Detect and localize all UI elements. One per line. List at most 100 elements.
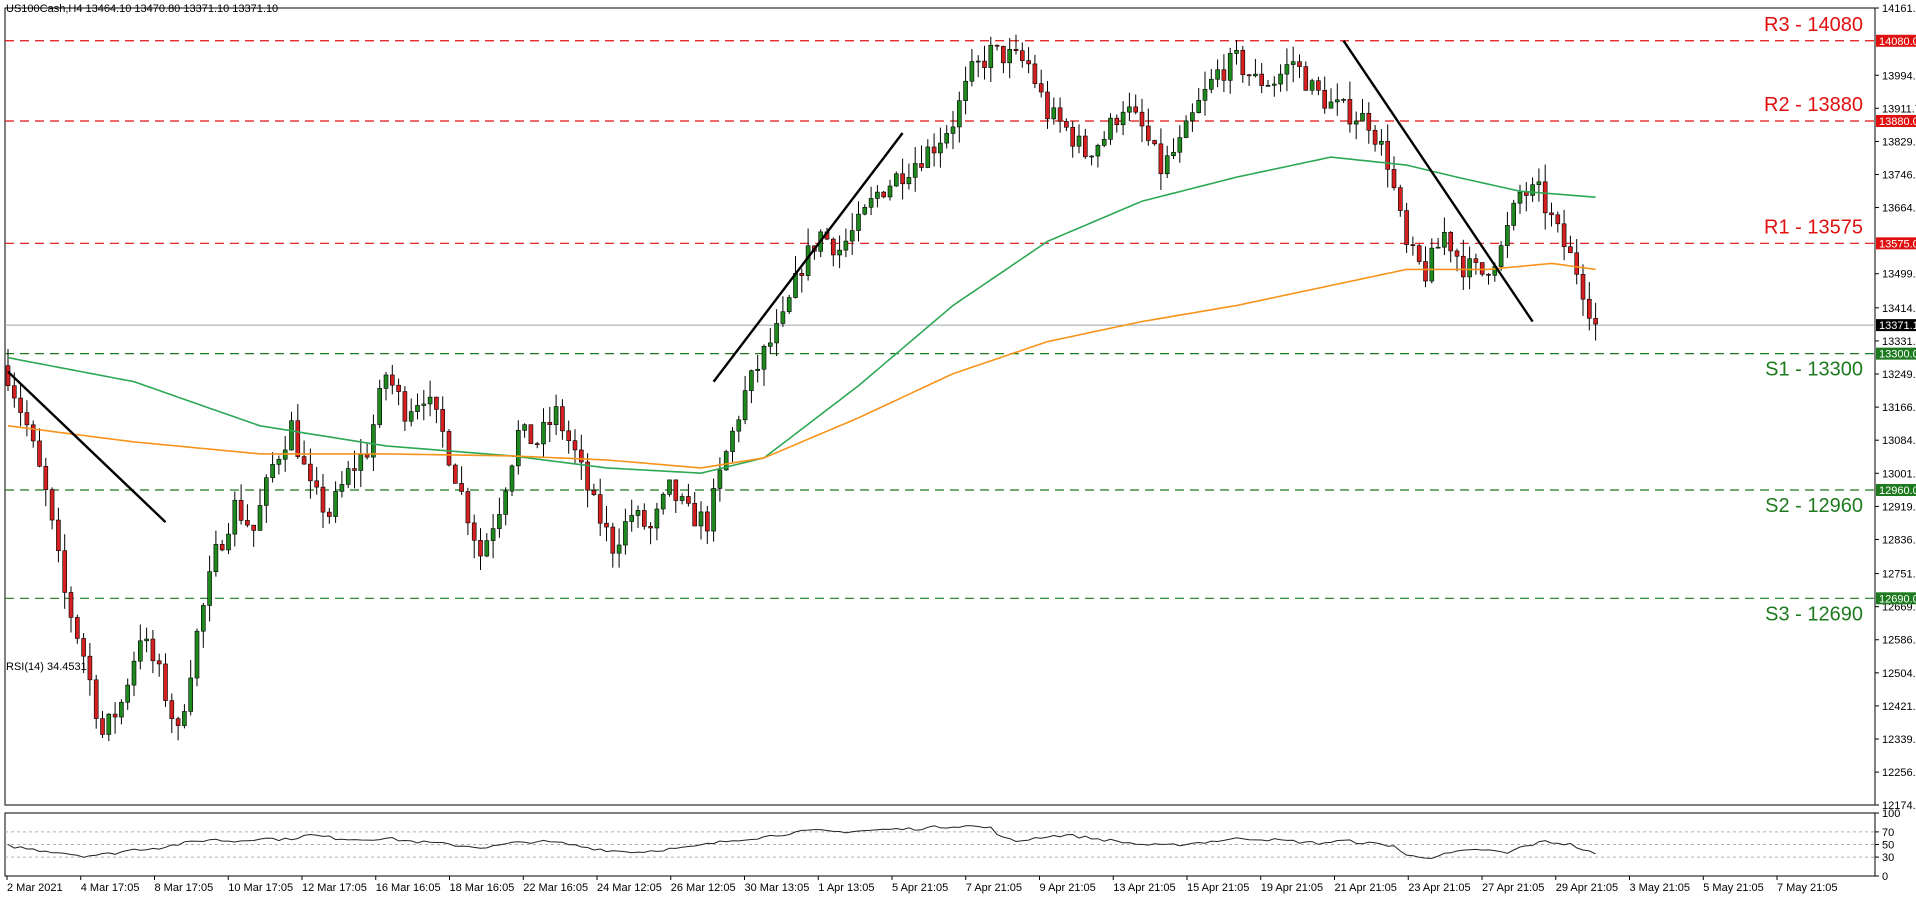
candle-body: [377, 388, 383, 425]
candle-body: [1467, 258, 1472, 278]
candle-body: [1038, 83, 1044, 93]
candle-body: [931, 146, 937, 154]
candle-body: [131, 660, 137, 686]
candle-body: [182, 711, 187, 726]
y-tick-label: 12751.70: [1882, 569, 1916, 581]
candle-body: [1127, 106, 1132, 113]
y-tick-label: 12174.70: [1882, 800, 1916, 812]
candle-body: [320, 486, 326, 513]
level-price-tag-box: [1876, 484, 1916, 497]
level-price-tag-box: [1876, 237, 1916, 250]
candle-body: [1164, 155, 1170, 175]
candle-body: [150, 638, 156, 662]
candle-body: [106, 713, 112, 735]
candle-body: [1202, 88, 1208, 101]
candle-body: [1505, 225, 1510, 246]
y-tick-label: 13249.20: [1882, 369, 1916, 381]
candle-body: [1385, 140, 1390, 170]
candle-body: [503, 490, 509, 515]
y-tick-label: 13084.20: [1882, 435, 1916, 447]
level-price-tag: 12690.00: [1876, 592, 1916, 605]
candle-body: [1461, 255, 1466, 278]
candle-body: [730, 430, 735, 452]
candle-body: [434, 396, 439, 410]
candle-body: [1019, 50, 1025, 61]
level-label: S1 - 13300: [1765, 359, 1863, 381]
level-price-tag: 13300.00: [1876, 347, 1916, 361]
y-tick-label: 12504.20: [1882, 668, 1916, 680]
candle-body: [1253, 73, 1258, 77]
candle-body: [711, 488, 716, 532]
candle-body: [900, 173, 905, 185]
x-tick-label: 3 May 21:05: [1630, 882, 1691, 894]
candle-body: [219, 544, 225, 551]
candle-body: [12, 385, 17, 399]
level-price-tag: 14080.00: [1876, 34, 1916, 48]
rsi-y-tick-label: 50: [1882, 840, 1894, 852]
candle-body: [698, 511, 704, 527]
candle-body: [188, 677, 193, 712]
candle-body: [1486, 273, 1491, 276]
candle-body: [1183, 120, 1189, 138]
candle-body: [37, 440, 42, 467]
candle-body: [1391, 169, 1397, 188]
x-tick-label: 12 Mar 17:05: [302, 882, 367, 894]
candle-body: [1114, 117, 1120, 126]
y-tick-label: 13746.70: [1882, 169, 1916, 181]
main-chart-header: US100Cash,H4 13464.10 13470.80 13371.10 …: [6, 3, 279, 15]
candle-body: [944, 133, 950, 144]
candle-body: [289, 420, 294, 451]
level-label: S2 - 12960: [1765, 495, 1863, 517]
level-price-tag-text: 12690.00: [1879, 593, 1916, 605]
candle-body: [629, 515, 635, 522]
candle-body: [799, 273, 805, 276]
candle-body: [755, 368, 761, 371]
candle-body: [1221, 69, 1227, 81]
candle-body: [534, 443, 540, 445]
candle-body: [263, 477, 269, 506]
candle-body: [1322, 89, 1327, 109]
candle-body: [308, 463, 313, 482]
x-tick-label: 5 Apr 21:05: [892, 882, 948, 894]
candle-body: [862, 206, 868, 215]
candle-body: [169, 700, 175, 720]
candle-body: [1542, 181, 1548, 214]
candle-body: [1234, 49, 1239, 54]
moving-average-line: [7, 262, 1596, 469]
candle-body: [1076, 135, 1082, 147]
candle-body: [1568, 246, 1573, 254]
candle-body: [358, 454, 364, 471]
candle-body: [1246, 74, 1252, 77]
candle-body: [144, 638, 149, 642]
x-tick-label: 27 Apr 21:05: [1482, 882, 1544, 894]
candle-body: [881, 191, 887, 198]
y-tick-label: 13331.70: [1882, 336, 1916, 348]
candle-body: [604, 522, 609, 528]
candle-body: [1593, 318, 1598, 325]
candle-body: [528, 424, 534, 444]
x-tick-label: 7 Apr 21:05: [966, 882, 1022, 894]
candle-body: [893, 173, 899, 187]
candle-body: [1303, 66, 1309, 91]
candle-body: [786, 297, 792, 313]
x-tick-label: 7 May 21:05: [1777, 882, 1838, 894]
level-price-tag: 13575.00: [1876, 237, 1916, 250]
candle-body: [648, 526, 653, 529]
candle-body: [1001, 45, 1006, 64]
candle-body: [875, 191, 880, 199]
candle-body: [560, 406, 565, 432]
y-tick-label: 12421.70: [1882, 701, 1916, 713]
x-tick-label: 5 May 21:05: [1703, 882, 1764, 894]
candle-body: [352, 468, 357, 471]
candle-body: [1416, 245, 1422, 262]
candle-body: [868, 198, 874, 208]
candles: [5, 34, 1598, 742]
x-tick-label: 29 Apr 21:05: [1556, 882, 1618, 894]
candle-body: [1429, 247, 1435, 282]
candle-body: [692, 503, 698, 527]
y-tick-label: 12836.70: [1882, 534, 1916, 546]
level-label: S3 - 12690: [1765, 603, 1863, 625]
candle-body: [1045, 91, 1050, 120]
current-price-tag-text: 13371.10: [1879, 320, 1916, 332]
candle-body: [1517, 191, 1523, 204]
